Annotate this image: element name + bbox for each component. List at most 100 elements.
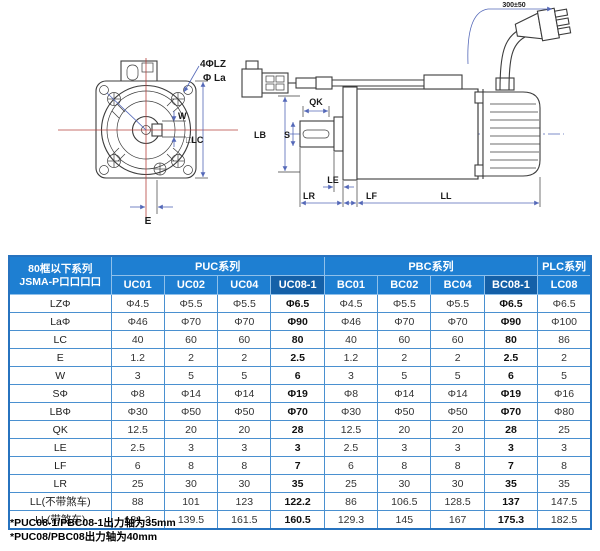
row-label: SΦ <box>8 384 112 403</box>
spec-cell: Φ8 <box>323 384 379 403</box>
spec-cell: 2 <box>163 348 219 367</box>
spec-cell: Φ70 <box>270 402 325 421</box>
model-header-bc01: BC01 <box>323 275 379 295</box>
spec-cell: Φ80 <box>537 402 592 421</box>
model-header-bc02: BC02 <box>377 275 432 295</box>
spec-cell: Φ46 <box>323 312 379 331</box>
spec-cell: Φ50 <box>377 402 432 421</box>
spec-cell: 30 <box>163 474 219 493</box>
spec-cell: 28 <box>270 420 325 439</box>
spec-cell: Φ70 <box>483 402 539 421</box>
spec-cell: Φ70 <box>217 312 272 331</box>
spec-cell: Φ16 <box>537 384 592 403</box>
holes-label: 4ΦLZ <box>200 59 226 70</box>
spec-cell: 6 <box>323 456 379 475</box>
table-row: LBΦ Φ30 Φ50 Φ50 Φ70 Φ30 Φ50 Φ50 Φ70 Φ80 <box>8 402 592 421</box>
row-label: LZΦ <box>8 294 112 313</box>
spec-cell: 35 <box>270 474 325 493</box>
table-row: LF 6 8 8 7 6 8 8 7 8 <box>8 456 592 475</box>
side-view: 300±50 QK LB S LE <box>241 2 572 207</box>
spec-cell: 2.5 <box>323 438 379 457</box>
spec-cell: 3 <box>430 438 485 457</box>
spec-cell: 20 <box>377 420 432 439</box>
corner-header: 80框以下系列 JSMA-P口口口口 <box>8 255 112 295</box>
power-cable: 300±50 <box>467 2 572 91</box>
spec-cell: 30 <box>377 474 432 493</box>
mounting-holes <box>99 85 193 176</box>
spec-cell: Φ8 <box>110 384 165 403</box>
spec-cell: 147.5 <box>537 492 592 511</box>
spec-cell: Φ6.5 <box>537 294 592 313</box>
model-header-row: UC01 UC02 UC04 UC08-1 BC01 BC02 BC04 BC0… <box>9 275 592 295</box>
series-header-plc: PLC系列 <box>537 255 592 276</box>
row-label: LF <box>8 456 112 475</box>
pilot-dia-label: LB <box>254 130 266 140</box>
spec-cell: 167 <box>430 510 485 530</box>
spec-cell: 80 <box>270 330 325 349</box>
lr-label: LR <box>303 191 315 201</box>
model-header-uc04: UC04 <box>217 275 272 295</box>
spec-cell: Φ19 <box>270 384 325 403</box>
table-row: LL(不带煞车) 88 101 123 122.2 86 106.5 128.5 137 147.… <box>8 492 592 511</box>
spec-cell: 5 <box>430 366 485 385</box>
frame-square-label: □LC <box>186 135 204 145</box>
series-header-puc: PUC系列 <box>110 255 325 276</box>
spec-cell: 20 <box>217 420 272 439</box>
terminal-box <box>423 74 463 90</box>
spec-cell: 5 <box>537 366 592 385</box>
motor-body <box>356 88 479 180</box>
spec-cell: 7 <box>483 456 539 475</box>
spec-cell: 20 <box>430 420 485 439</box>
spec-cell: Φ90 <box>483 312 539 331</box>
spec-cell: 60 <box>377 330 432 349</box>
row-label: LBΦ <box>8 402 112 421</box>
spec-cell: 5 <box>377 366 432 385</box>
spec-cell: 25 <box>110 474 165 493</box>
spec-cell: 88 <box>110 492 165 511</box>
spec-cell: 8 <box>163 456 219 475</box>
spec-cell: 12.5 <box>110 420 165 439</box>
spec-cell: 123 <box>217 492 272 511</box>
spec-cell: 2.5 <box>483 348 539 367</box>
spec-cell: 2 <box>537 348 592 367</box>
rear-housing <box>482 91 541 177</box>
spec-cell: 35 <box>483 474 539 493</box>
offset-e-label: E <box>145 216 152 227</box>
spec-cell: Φ14 <box>163 384 219 403</box>
spec-cell: Φ30 <box>323 402 379 421</box>
spec-cell: Φ14 <box>377 384 432 403</box>
table-row: LR 25 30 30 35 25 30 30 35 35 <box>8 474 592 493</box>
spec-cell: 2.5 <box>110 438 165 457</box>
row-label: QK <box>8 420 112 439</box>
spec-cell: 6 <box>110 456 165 475</box>
series-header-row: 80框以下系列 JSMA-P口口口口 PUC系列 PBC系列 PLC系列 <box>8 255 592 295</box>
spec-cell: Φ5.5 <box>217 294 272 313</box>
model-header-lc08: LC08 <box>537 275 592 295</box>
spec-cell: Φ50 <box>217 402 272 421</box>
footnotes: *PUC08-1/PBC08-1出力轴为35mm *PUC08/PBC08出力轴… <box>10 516 176 544</box>
spec-cell: 8 <box>217 456 272 475</box>
spec-cell: 25 <box>537 420 592 439</box>
table-row: E 1.2 2 2 2.5 1.2 2 2 2.5 2 <box>8 348 592 367</box>
spec-cell: 5 <box>163 366 219 385</box>
spec-cell: 1.2 <box>323 348 379 367</box>
spec-cell: 60 <box>163 330 219 349</box>
model-header-uc01: UC01 <box>110 275 165 295</box>
spec-cell: 25 <box>323 474 379 493</box>
flange-plate <box>342 86 358 181</box>
corner-header-line2: JSMA-P口口口口 <box>19 275 102 288</box>
spec-cell: 40 <box>110 330 165 349</box>
footnote-1: *PUC08-1/PBC08-1出力轴为35mm <box>10 517 176 529</box>
cooling-fins <box>490 103 540 169</box>
spec-cell: 101 <box>163 492 219 511</box>
series-header-pbc: PBC系列 <box>323 255 539 276</box>
spec-cell: 3 <box>110 366 165 385</box>
spec-cell: 60 <box>217 330 272 349</box>
model-header-uc08-1: UC08-1 <box>270 275 325 295</box>
spec-cell: Φ19 <box>483 384 539 403</box>
front-view: 4ΦLZ Φ La W □LC E <box>58 58 238 227</box>
spec-cell: 5 <box>217 366 272 385</box>
spec-cell: 3 <box>323 366 379 385</box>
